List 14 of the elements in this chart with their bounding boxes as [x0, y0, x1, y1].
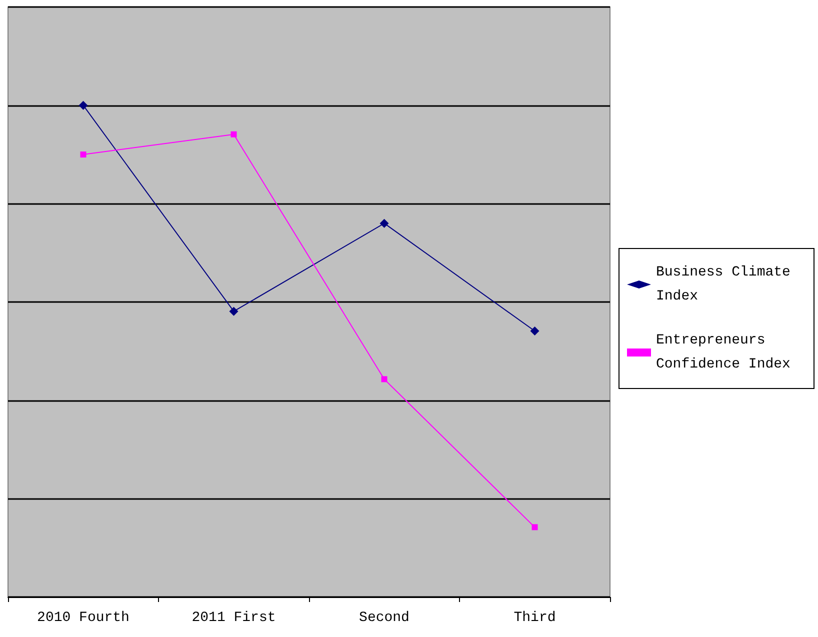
- point: [229, 306, 238, 316]
- legend-label: Entrepreneurs Confidence Index: [656, 332, 790, 372]
- legend-label: Business Climate Index: [656, 264, 799, 304]
- point: [380, 218, 389, 228]
- point: [230, 131, 237, 138]
- point: [532, 524, 538, 530]
- point: [530, 326, 540, 336]
- x-tick-label: 2011 First: [192, 610, 276, 626]
- x-tick-label: Second: [359, 610, 410, 626]
- point: [80, 152, 86, 158]
- x-tick-label: 2010 Fourth: [37, 610, 130, 626]
- point: [381, 376, 388, 382]
- x-tick-label: Third: [514, 610, 556, 626]
- point: [78, 100, 88, 110]
